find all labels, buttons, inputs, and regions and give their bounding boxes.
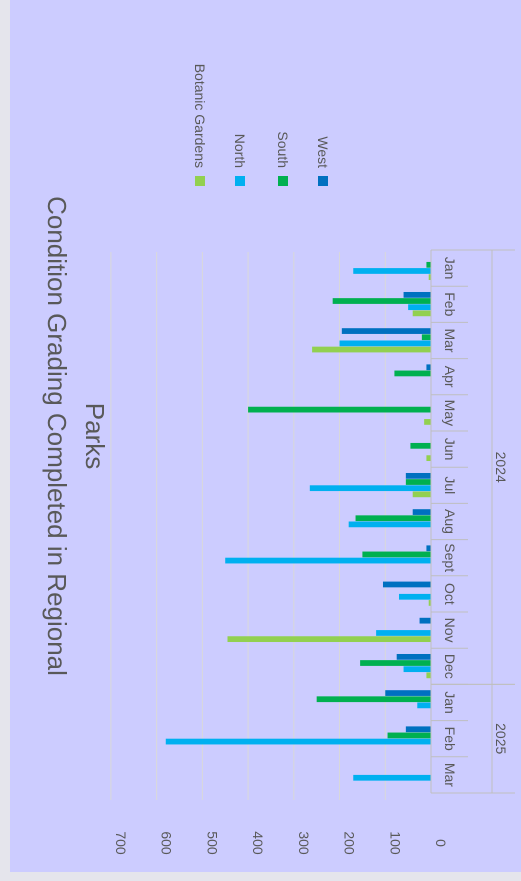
- bar: [412, 509, 431, 515]
- value-axis-ticks: 0 100 200 300 400 500 600 700: [113, 831, 449, 855]
- bar: [426, 455, 431, 462]
- category-tick-label: Apr: [442, 366, 458, 388]
- bar: [403, 291, 431, 298]
- bar: [394, 370, 431, 377]
- bar: [332, 298, 431, 304]
- value-tick-label: 500: [204, 831, 220, 855]
- bar-chart: 2024 2025 Jan Feb Mar Apr May Jun Jul Aug Sept Oct N…: [42, 64, 515, 855]
- category-tick-label: Mar: [442, 328, 458, 352]
- bar: [225, 557, 431, 564]
- bar: [419, 617, 431, 624]
- bar: [227, 636, 431, 643]
- bar: [385, 690, 431, 696]
- legend: Botanic Gardens North South West: [192, 64, 331, 186]
- year-label: 2024: [493, 452, 509, 483]
- bar: [396, 653, 431, 660]
- bar: [309, 485, 431, 492]
- bar: [408, 304, 431, 311]
- bar: [165, 738, 432, 745]
- value-tick-label: 200: [342, 831, 358, 855]
- bar: [362, 551, 431, 558]
- category-tick-label: Feb: [442, 292, 458, 316]
- legend-swatch: [278, 176, 288, 186]
- category-tick-label: Dec: [442, 654, 458, 679]
- title-line: Condition Grading Completed in Regional: [42, 196, 72, 676]
- bar: [339, 340, 431, 347]
- bar: [341, 328, 431, 334]
- category-tick-label: Jan: [442, 691, 458, 714]
- category-tick-label: Nov: [442, 618, 458, 643]
- bar: [248, 406, 431, 413]
- bar: [405, 479, 431, 485]
- bar: [398, 593, 431, 600]
- year-label: 2025: [493, 723, 509, 754]
- category-tick-label: Mar: [442, 763, 458, 787]
- bar: [426, 261, 431, 268]
- category-tick-label: Aug: [442, 509, 458, 534]
- category-tick-label: Jan: [442, 257, 458, 280]
- bar: [405, 472, 431, 479]
- value-tick-label: 0: [433, 839, 449, 847]
- legend-swatch: [195, 176, 205, 186]
- legend-swatch: [235, 176, 245, 186]
- value-tick-label: 100: [387, 831, 403, 855]
- value-tick-label: 600: [159, 831, 175, 855]
- category-tick-label: Jun: [442, 438, 458, 461]
- bar: [428, 274, 431, 281]
- chart-title: Condition Grading Completed in Regional P…: [42, 196, 110, 676]
- bar: [312, 346, 431, 353]
- legend-label: North: [232, 134, 248, 168]
- bar: [424, 419, 431, 425]
- bar: [355, 515, 431, 522]
- bars: [165, 261, 432, 781]
- bar: [348, 521, 431, 528]
- value-tick-label: 400: [250, 831, 266, 855]
- legend-label: Botanic Gardens: [192, 64, 208, 168]
- legend-label: West: [315, 136, 331, 168]
- bar: [382, 581, 431, 588]
- bar: [412, 491, 431, 498]
- bar: [426, 364, 431, 371]
- bar: [426, 545, 431, 552]
- bar: [410, 442, 431, 449]
- value-tick-label: 300: [296, 831, 312, 855]
- legend-label: South: [275, 131, 291, 168]
- category-tick-label: Feb: [442, 727, 458, 751]
- bar: [376, 630, 431, 636]
- category-tick-label: Oct: [442, 583, 458, 605]
- category-tick-label: May: [442, 400, 458, 426]
- value-tick-label: 700: [113, 831, 129, 855]
- category-tick-label: Jul: [442, 476, 458, 494]
- bar: [426, 672, 431, 679]
- chart-card: 2024 2025 Jan Feb Mar Apr May Jun Jul Aug Sept Oct N…: [10, 0, 521, 872]
- bar: [353, 774, 431, 781]
- bar: [428, 600, 431, 606]
- category-tick-label: Sept: [442, 543, 458, 572]
- bar: [387, 732, 431, 739]
- bar: [417, 702, 431, 709]
- bar: [405, 726, 431, 733]
- bar: [316, 696, 431, 703]
- bar: [421, 334, 431, 341]
- title-line: Parks: [80, 403, 110, 469]
- bar: [403, 666, 431, 673]
- bar: [353, 268, 431, 274]
- category-axis: 2024 2025 Jan Feb Mar Apr May Jun Jul Aug Sept Oct N…: [430, 249, 515, 794]
- legend-swatch: [318, 176, 328, 186]
- gridlines: [110, 252, 386, 800]
- bar: [412, 310, 431, 317]
- bar: [360, 660, 431, 666]
